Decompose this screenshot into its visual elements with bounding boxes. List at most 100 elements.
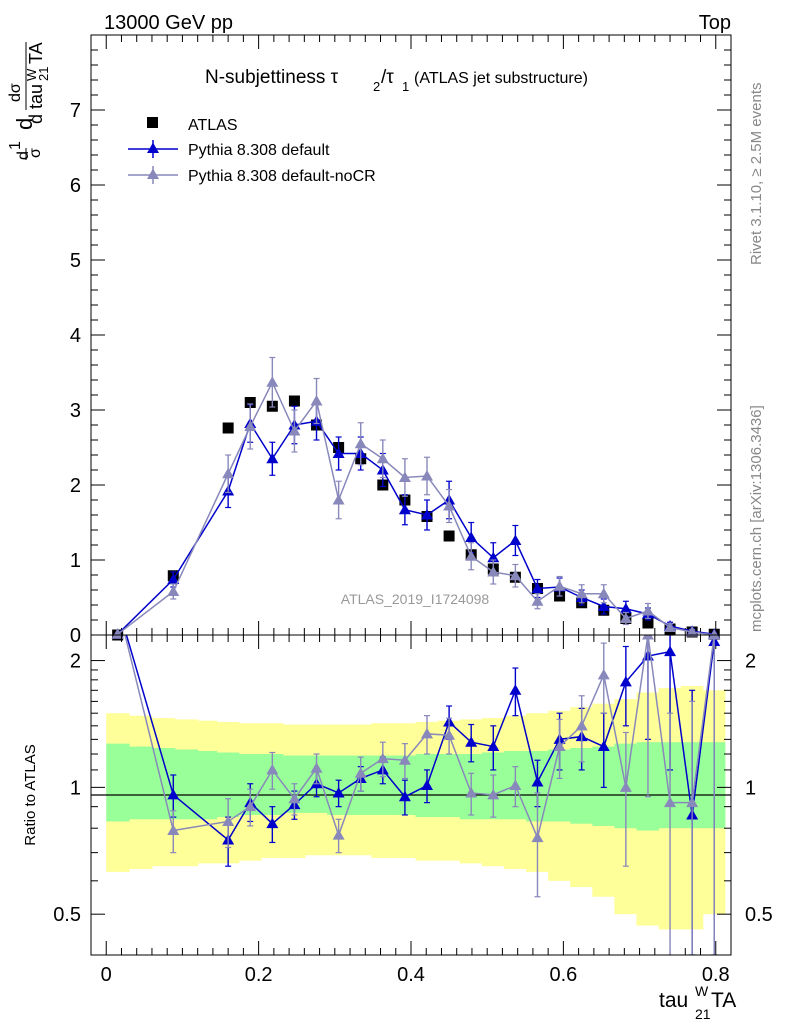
- ylabel-part: d tau: [26, 84, 46, 124]
- ratio-point-default: [509, 684, 522, 695]
- data-point-nocr: [244, 420, 257, 431]
- data-point-nocr: [421, 470, 433, 481]
- main-y-tick-label: 2: [70, 475, 81, 497]
- data-point-nocr: [575, 587, 588, 599]
- data-point-nocr: [288, 425, 301, 436]
- data-point-nocr: [310, 395, 323, 406]
- data-point-nocr: [354, 437, 367, 449]
- data-point-atlas: [288, 395, 300, 407]
- legend-label-default: Pythia 8.308 default: [188, 142, 330, 159]
- data-point-nocr: [509, 569, 522, 581]
- ratio-y-tick-label: 2: [70, 651, 81, 673]
- ratio-point-nocr: [708, 635, 721, 640]
- ylabel-part: σ: [27, 148, 44, 158]
- data-point-default: [167, 573, 180, 584]
- rivet-version-label: Rivet 3.1.10, ≥ 2.5M events: [748, 83, 765, 266]
- ratio-point-nocr: [641, 635, 654, 640]
- inner-uncertainty-band: [371, 755, 394, 815]
- ratio-point-default: [332, 786, 345, 798]
- ratio-point-nocr: [222, 815, 235, 826]
- data-point-nocr: [619, 612, 632, 623]
- ratio-axis-ticks: 0.5 0.5 1 1 2 2 0 0.2 0.4 0.6 0.8: [53, 635, 773, 986]
- xlabel-sub: 21: [695, 1006, 711, 1022]
- legend-label-nocr: Pythia 8.308 default-noCR: [188, 168, 376, 185]
- ratio-point-default: [167, 788, 180, 800]
- x-tick-label: 0.2: [245, 964, 273, 986]
- inner-uncertainty-band: [437, 754, 461, 818]
- main-y-tick-label: 4: [70, 325, 81, 347]
- ratio-point-nocr: [465, 786, 478, 798]
- ratio-point-nocr: [421, 727, 433, 739]
- data-point-nocr: [111, 628, 124, 639]
- ratio-point-nocr: [398, 754, 411, 765]
- ratio-point-nocr: [487, 788, 500, 800]
- x-tick-label: 0.6: [549, 964, 577, 986]
- analysis-watermark: ATLAS_2019_I1724098: [341, 591, 490, 607]
- ratio-point-nocr: [575, 719, 588, 731]
- ratio-point-nocr: [288, 792, 301, 804]
- main-y-tick-label: 5: [70, 250, 81, 272]
- ratio-uncertainty-bands: [106, 686, 726, 930]
- main-frame: [90, 34, 732, 636]
- ratio-point-nocr: [332, 829, 345, 840]
- main-y-tick-label: 1: [70, 550, 81, 572]
- data-point-default: [266, 452, 279, 464]
- data-point-default: [509, 534, 522, 545]
- inner-uncertainty-band: [174, 749, 199, 820]
- main-y-tick-label: 6: [70, 175, 81, 197]
- data-point-nocr: [376, 452, 389, 464]
- ratio-point-nocr: [509, 779, 522, 791]
- data-point-nocr: [686, 626, 699, 637]
- data-point-default: [597, 600, 610, 611]
- data-point-nocr: [487, 566, 500, 577]
- legend-marker-default: [147, 142, 159, 153]
- ylabel-part: 1: [7, 141, 24, 150]
- ratio-panel: 0.5 0.5 1 1 2 2 0 0.2 0.4 0.6 0.8: [53, 634, 773, 986]
- ratio-y-tick-label-right: 0.5: [745, 904, 773, 926]
- x-axis-label: tau W 21 TA: [659, 983, 736, 1022]
- ratio-point-nocr: [376, 752, 389, 764]
- title-sub-1: 2: [373, 79, 380, 94]
- main-title: N-subjettiness τ 2 /τ 1 (ATLAS jet subst…: [205, 67, 588, 94]
- ratio-point-default: [465, 736, 478, 747]
- xlabel-tau: tau: [659, 989, 688, 1012]
- ratio-point-nocr: [686, 796, 699, 808]
- data-point-nocr: [664, 621, 677, 632]
- data-point-default: [398, 503, 411, 515]
- ratio-point-default: [398, 790, 411, 802]
- data-point-nocr: [531, 595, 544, 606]
- ratio-frame: [90, 634, 732, 956]
- ratio-point-nocr: [167, 824, 180, 835]
- mcplots-label: mcplots.cern.ch [arXiv:1306.3436]: [748, 405, 765, 632]
- legend: ATLAS Pythia 8.308 default Pythia 8.308 …: [128, 117, 376, 185]
- ratio-point-default: [266, 817, 279, 829]
- x-tick-label: 0.4: [397, 964, 425, 986]
- title-main-text: N-subjettiness τ: [205, 67, 339, 88]
- ylabel-part: d: [15, 151, 32, 160]
- ylabel-part: dσ: [7, 83, 24, 102]
- inner-uncertainty-band: [570, 748, 593, 824]
- ratio-point-default: [421, 779, 433, 791]
- data-point-default: [332, 447, 345, 458]
- data-point-nocr: [266, 376, 279, 387]
- title-paren: (ATLAS jet substructure): [414, 70, 588, 87]
- inner-uncertainty-band: [129, 746, 153, 820]
- ratio-point-nocr: [443, 729, 456, 740]
- ratio-point-nocr: [664, 796, 677, 808]
- data-point-default: [421, 509, 433, 520]
- data-point-nocr: [167, 585, 180, 596]
- x-tick-label: 0: [101, 964, 112, 986]
- ratio-point-nocr: [354, 767, 367, 778]
- ylabel-part: W: [24, 68, 39, 81]
- main-axis-ticks: 0 1 2 3 4 5 6 7: [70, 35, 731, 647]
- legend-label-atlas: ATLAS: [188, 117, 238, 134]
- inner-uncertainty-band: [197, 750, 218, 820]
- ratio-point-nocr: [619, 781, 632, 792]
- data-point-default: [531, 582, 544, 593]
- data-point-atlas: [244, 397, 256, 408]
- ratio-point-default: [664, 645, 677, 657]
- ylabel-part: 21: [36, 67, 51, 81]
- inner-uncertainty-band: [216, 752, 240, 818]
